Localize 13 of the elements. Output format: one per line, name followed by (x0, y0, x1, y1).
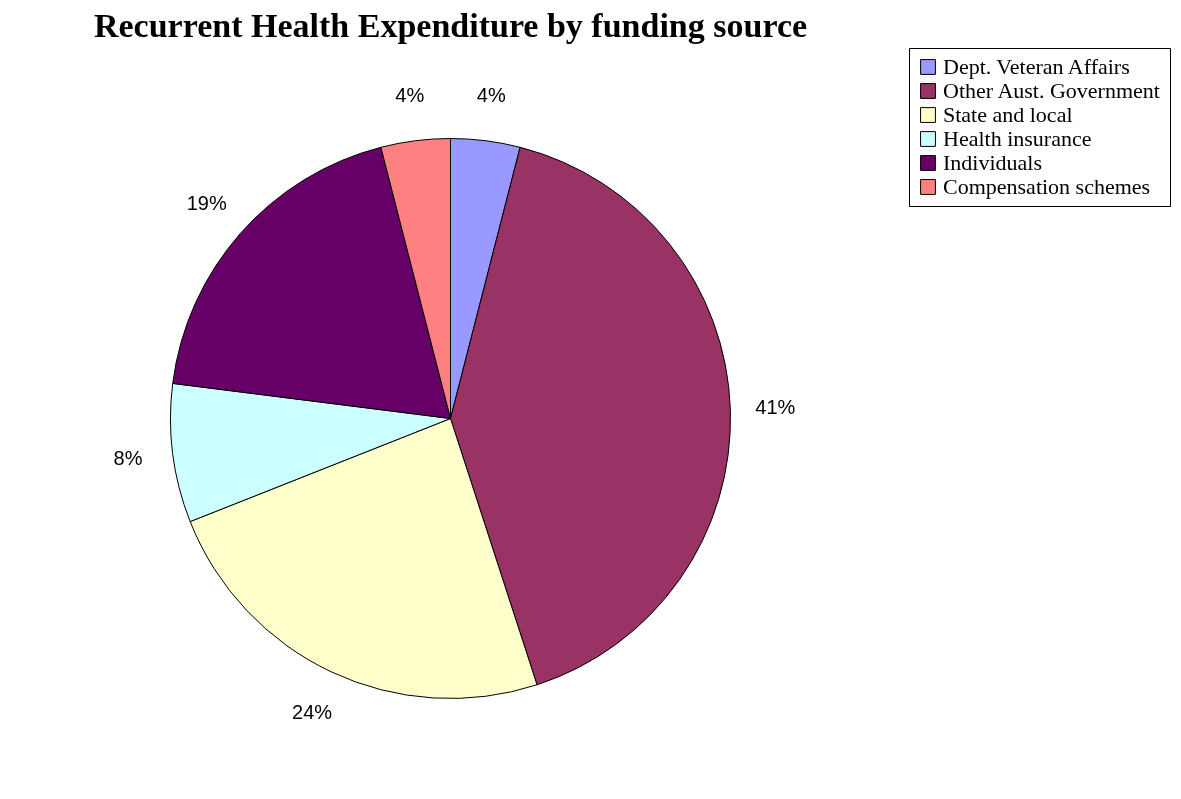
data-label: 41% (755, 396, 796, 419)
data-label: 4% (476, 84, 506, 107)
data-label: 8% (113, 447, 143, 470)
legend-label: Individuals (943, 150, 1042, 175)
data-label: 24% (292, 700, 333, 723)
legend-label: Health insurance (943, 126, 1092, 151)
legend-label: State and local (943, 102, 1073, 127)
chart-title: Recurrent Health Expenditure by funding source (93, 7, 808, 44)
legend-label: Dept. Veteran Affairs (943, 54, 1130, 79)
data-label: 4% (395, 84, 425, 107)
data-label: 19% (186, 191, 227, 214)
legend-label: Compensation schemes (943, 174, 1151, 199)
legend-label: Other Aust. Government (943, 78, 1160, 103)
